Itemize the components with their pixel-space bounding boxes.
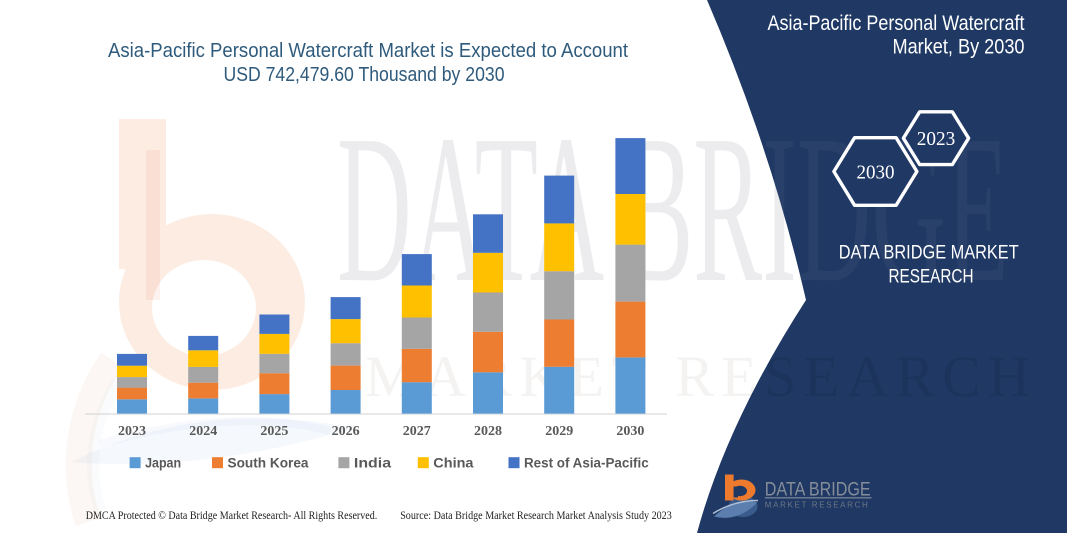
svg-text:Source: Data Bridge Market Res: Source: Data Bridge Market Research Mark… [400, 510, 672, 522]
svg-text:2026: 2026 [332, 424, 360, 439]
svg-text:India: India [354, 456, 392, 471]
svg-text:DMCA Protected © Data Bridge M: DMCA Protected © Data Bridge Market Rese… [86, 510, 378, 522]
svg-text:USD 742,479.60 Thousand by 203: USD 742,479.60 Thousand by 2030 [224, 64, 505, 86]
svg-text:Market, By 2030: Market, By 2030 [893, 36, 1025, 59]
svg-text:MARKET RESEARCH: MARKET RESEARCH [765, 501, 868, 510]
svg-text:2024: 2024 [189, 424, 217, 439]
svg-text:RESEARCH: RESEARCH [889, 267, 974, 288]
svg-text:China: China [433, 456, 474, 471]
svg-text:2028: 2028 [474, 424, 502, 439]
svg-text:2027: 2027 [403, 424, 431, 439]
svg-text:Asia-Pacific Personal Watercra: Asia-Pacific Personal Watercraft Market … [108, 40, 628, 62]
svg-text:DATA BRIDGE: DATA BRIDGE [765, 480, 871, 501]
svg-text:2030: 2030 [857, 162, 895, 184]
svg-text:2030: 2030 [616, 424, 644, 439]
svg-text:Asia-Pacific Personal Watercra: Asia-Pacific Personal Watercraft [768, 12, 1025, 35]
svg-text:DATA BRIDGE MARKET: DATA BRIDGE MARKET [839, 243, 1019, 264]
svg-text:South Korea: South Korea [228, 456, 309, 471]
svg-text:2029: 2029 [545, 424, 573, 439]
svg-text:Japan: Japan [145, 456, 181, 471]
svg-text:2023: 2023 [118, 424, 146, 439]
svg-text:2023: 2023 [917, 129, 956, 150]
svg-text:Rest of Asia-Pacific: Rest of Asia-Pacific [524, 456, 649, 471]
svg-text:2025: 2025 [260, 424, 288, 439]
